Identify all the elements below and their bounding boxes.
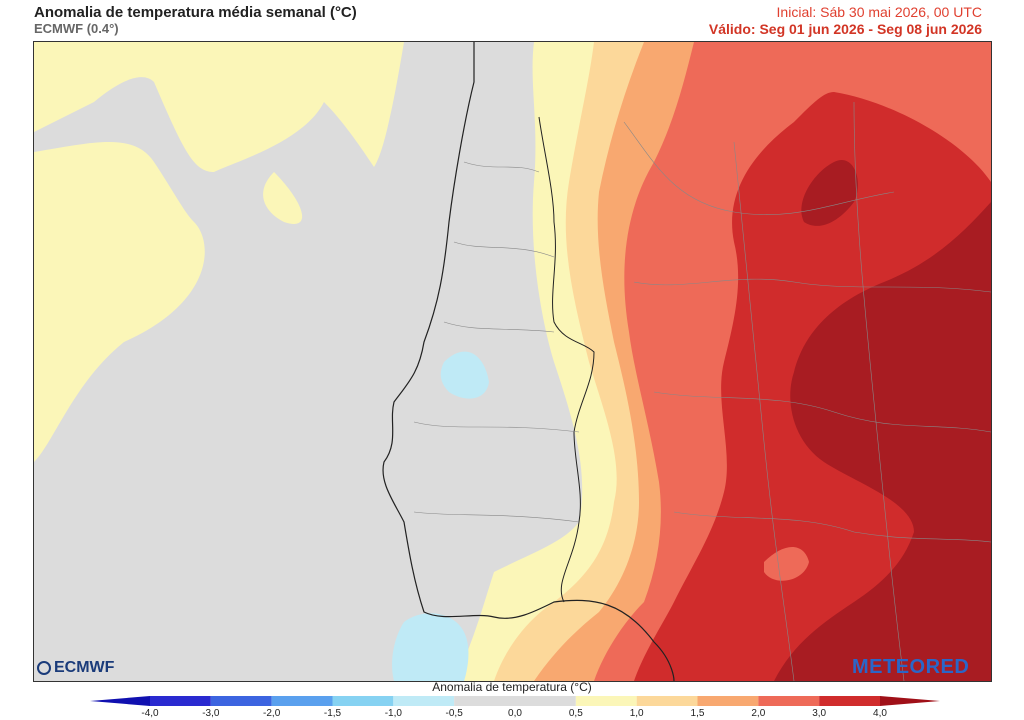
- land-anomaly-4-0-east: [774, 202, 991, 681]
- colorbar-tick-label: -2,0: [263, 708, 281, 719]
- colorbar-tick-label: 4,0: [873, 708, 887, 719]
- admin-borders: [413, 101, 991, 681]
- meteored-logo: METEORED: [852, 656, 970, 678]
- colorbar-tick-label: -1,5: [323, 708, 342, 719]
- colorbar-segment: [271, 696, 333, 706]
- colorbar-tick-label: -0,5: [445, 708, 463, 719]
- colorbar-segment: [758, 696, 820, 706]
- cool-anomaly-spot-center: [440, 351, 489, 399]
- colorbar-tick-label: 2,0: [751, 708, 766, 719]
- cool-anomaly-spot-south: [392, 613, 469, 681]
- colorbar-arrow-left: [90, 696, 150, 706]
- globe-icon: [37, 661, 51, 675]
- colorbar-tick-label: -3,0: [202, 708, 220, 719]
- ocean-positive-anomaly-north: [34, 42, 404, 172]
- land-warm-pocket: [764, 547, 809, 581]
- ocean-positive-anomaly-mid: [263, 172, 303, 224]
- valid-period: Válido: Seg 01 jun 2026 - Seg 08 jun 202…: [708, 21, 982, 37]
- colorbar-segment: [150, 696, 211, 706]
- colorbar-segment: [697, 696, 759, 706]
- model-label: ECMWF (0.4°): [34, 21, 119, 36]
- map-canvas: [34, 42, 991, 681]
- colorbar-tick-label: 0,5: [568, 708, 583, 719]
- colorbar-tick-label: 3,0: [812, 708, 827, 719]
- colorbar-segment: [210, 696, 272, 706]
- land-anomaly-4-0-north: [801, 160, 858, 226]
- colorbar-arrow-right: [880, 696, 940, 706]
- colorbar-tick-label: 0,0: [508, 708, 522, 719]
- colorbar-segment: [515, 696, 576, 706]
- colorbar-tick-label: -4,0: [141, 708, 159, 719]
- colorbar-tick-label: 1,0: [629, 708, 644, 719]
- colorbar-segment: [819, 696, 880, 706]
- colorbar-segment: [636, 696, 698, 706]
- anomaly-map[interactable]: [33, 41, 992, 682]
- map-title: Anomalia de temperatura média semanal (°…: [34, 4, 357, 21]
- colorbar-segment: [332, 696, 394, 706]
- initial-time: Inicial: Sáb 30 mai 2026, 00 UTC: [776, 4, 982, 20]
- colorbar-segment: [454, 696, 515, 706]
- colorbar-tick-label: 1,5: [690, 708, 705, 719]
- colorbar-segment: [575, 696, 637, 706]
- ecmwf-logo-text: ECMWF: [54, 659, 115, 676]
- colorbar: [90, 696, 940, 706]
- colorbar-tick-label: -1,0: [384, 708, 402, 719]
- coastline: [382, 42, 675, 681]
- colorbar-title: Anomalia de temperatura (°C): [432, 680, 592, 694]
- colorbar-segment: [393, 696, 455, 706]
- ecmwf-logo: ECMWF: [37, 659, 114, 677]
- ocean-positive-anomaly-west: [34, 142, 205, 462]
